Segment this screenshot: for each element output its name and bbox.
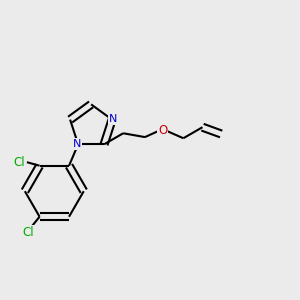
Text: Cl: Cl xyxy=(13,156,25,169)
Text: N: N xyxy=(109,114,117,124)
Text: O: O xyxy=(158,124,167,137)
Text: Cl: Cl xyxy=(22,226,34,239)
Text: N: N xyxy=(73,139,81,149)
